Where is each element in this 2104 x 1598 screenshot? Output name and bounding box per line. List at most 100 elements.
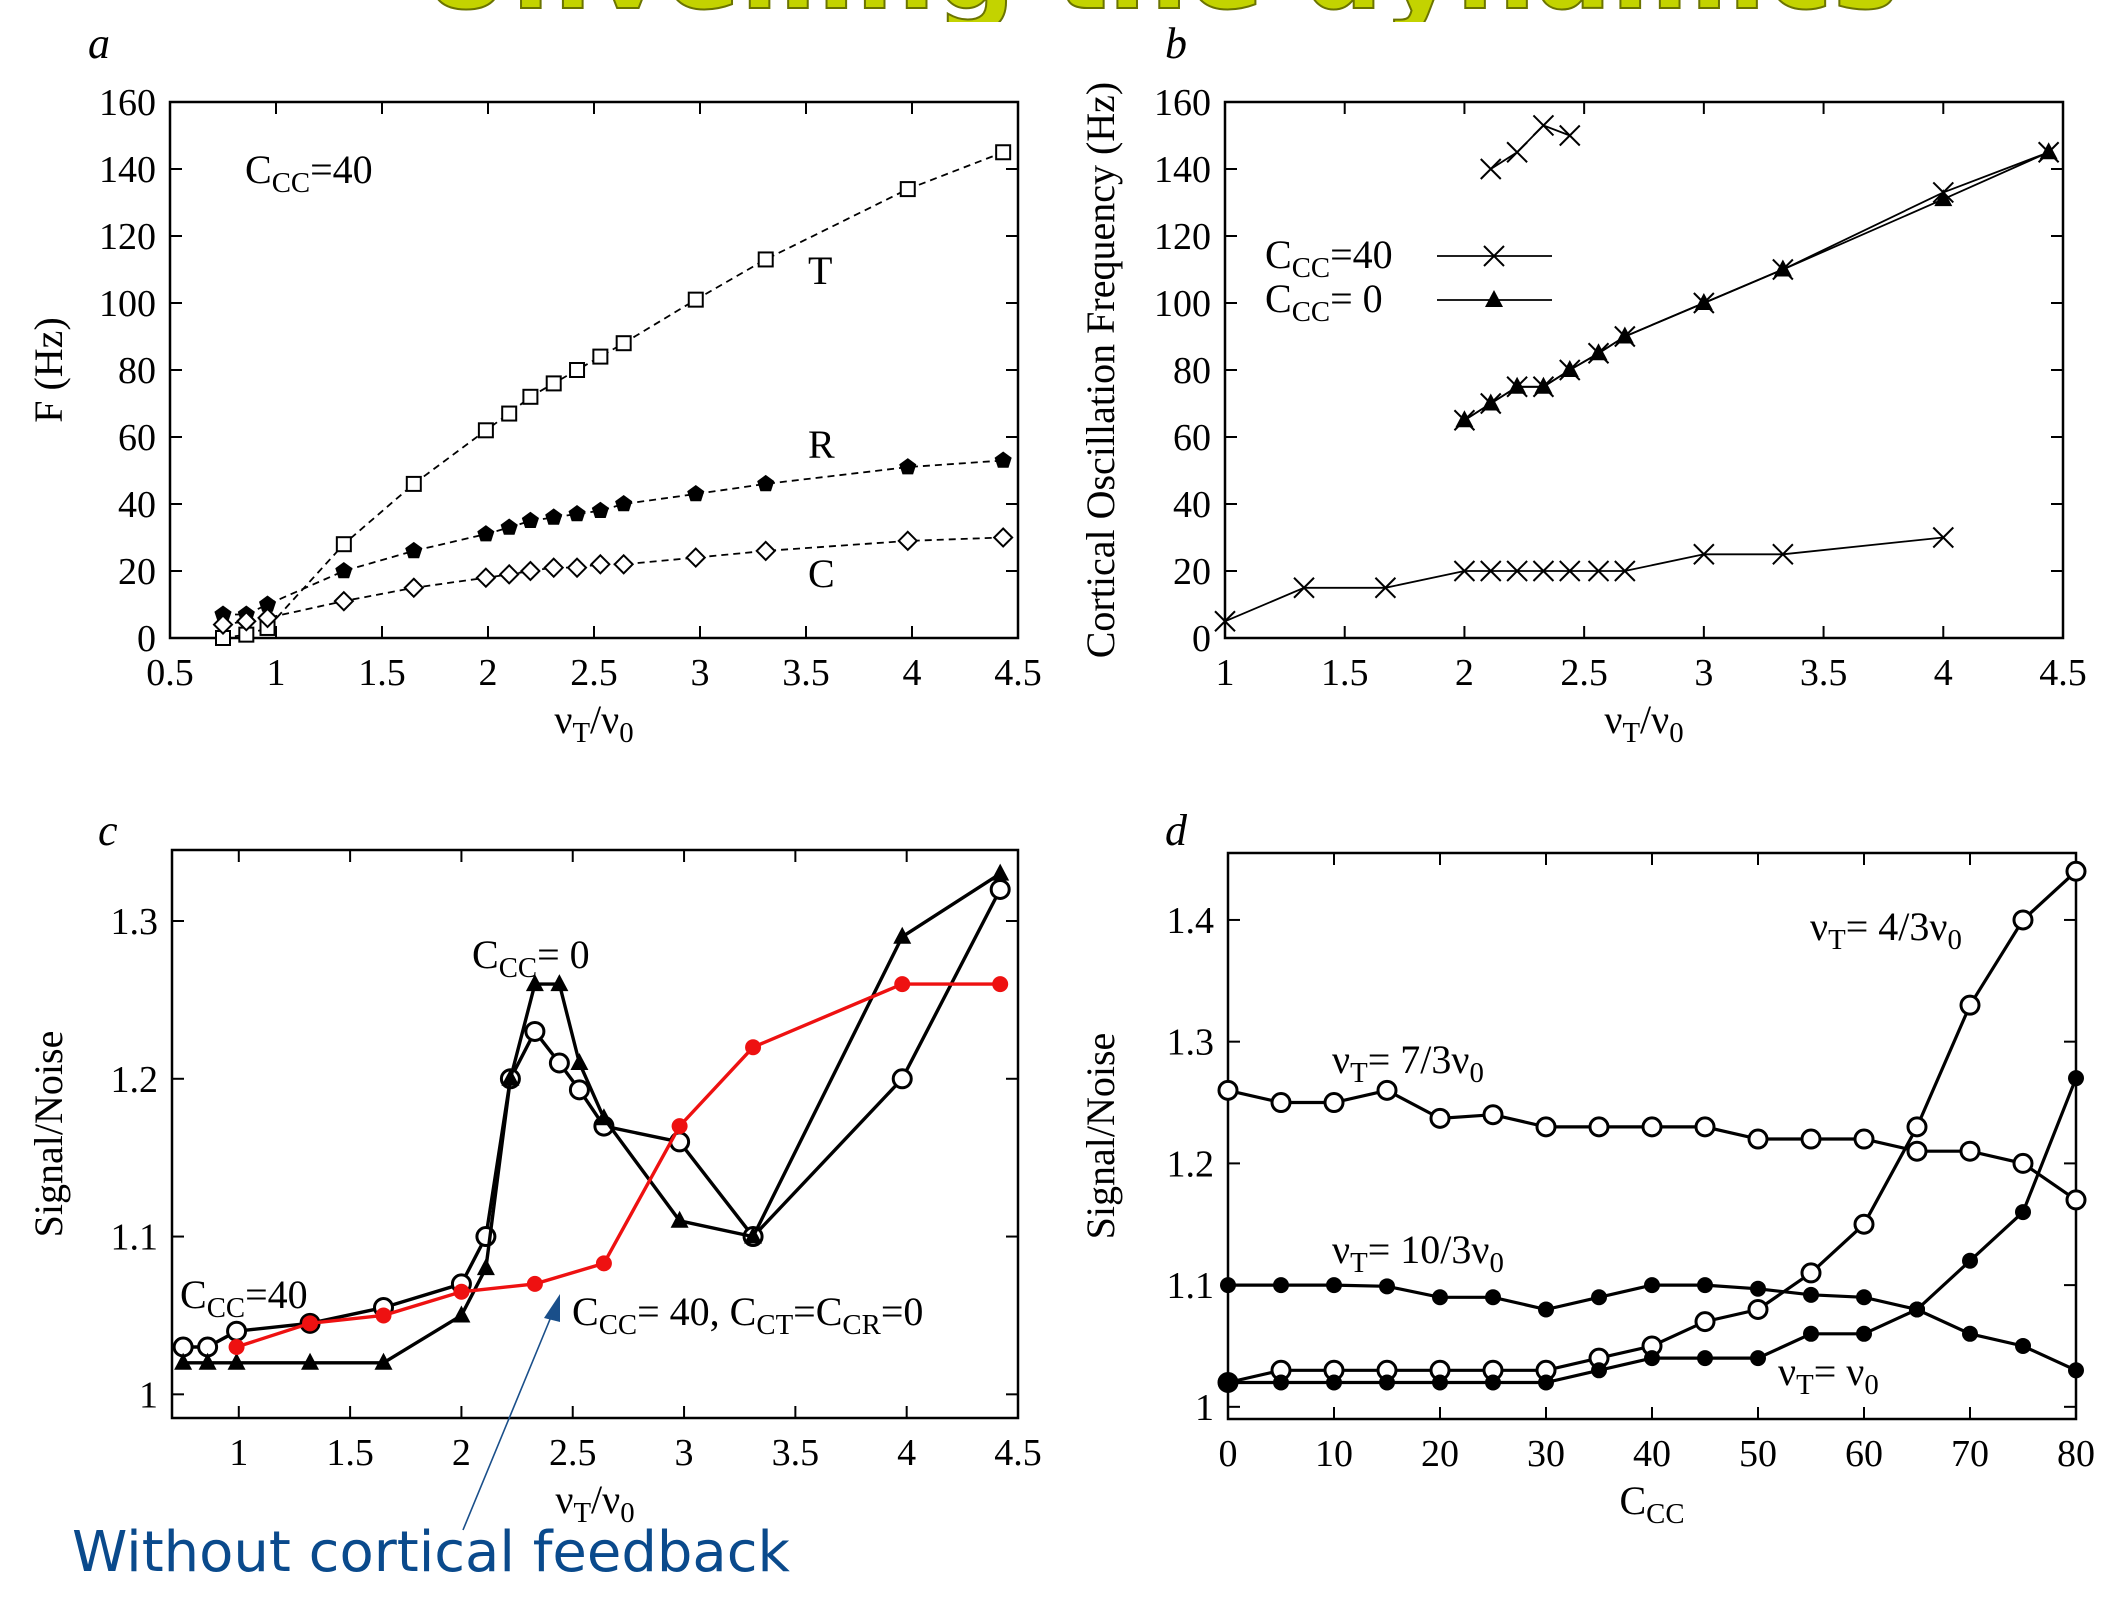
series-label-t-4-3-0: νT= 4/3ν0 [1810, 904, 1962, 956]
data-point [671, 1118, 688, 1135]
annotation-ccc-40-cct-ccr-0: CCC= 40, CCT=CCR=0 [572, 1289, 923, 1341]
y-axis-label: Signal/Noise [1078, 1033, 1123, 1240]
data-point [498, 563, 520, 585]
x-tick-label: 4 [903, 652, 922, 694]
data-point [2068, 1070, 2084, 1087]
data-point [568, 1079, 590, 1101]
data-point [757, 474, 775, 492]
data-point [2012, 909, 2034, 931]
data-point [235, 610, 257, 632]
panel-letter: c [98, 806, 118, 855]
data-point [335, 536, 352, 553]
data-point [1273, 1374, 1289, 1391]
panel-b: 1 1.5 2 2.5 3 3.5 4 4.5 0 20 40 60 80 100 120 140 160 b νT… [1078, 19, 2087, 749]
data-point [403, 577, 425, 599]
data-point [1906, 1140, 1928, 1162]
data-point [589, 553, 611, 575]
y-tick-label: 60 [1173, 417, 1211, 459]
data-point [592, 348, 609, 365]
y-tick-label: 0 [137, 618, 156, 660]
x-tick-label: 4 [1934, 652, 1953, 694]
x-tick-label: 20 [1421, 1433, 1459, 1475]
series-line [1463, 151, 2049, 422]
data-point [1532, 560, 1555, 582]
x-tick-label: 3 [691, 652, 710, 694]
series-t-10-3-0 [1220, 1277, 2084, 1379]
data-point [226, 1320, 248, 1342]
series-line [183, 888, 1002, 1349]
series-ccc-0 [1455, 142, 2058, 428]
x-tick-label: 3.5 [1800, 652, 1848, 694]
data-point [1962, 1325, 1978, 1342]
data-point [891, 1068, 913, 1090]
series-ccc-40-cct-ccr-0 [228, 976, 1009, 1355]
x-tick-label: 4.5 [2039, 652, 2087, 694]
data-point [1532, 114, 1555, 137]
data-point [566, 557, 588, 579]
data-point [992, 527, 1014, 548]
feedback-arrow [462, 1294, 560, 1531]
data-point [1694, 1311, 1716, 1333]
data-point [1853, 1128, 1875, 1150]
y-tick-label: 60 [118, 417, 156, 459]
data-point [1932, 526, 1954, 549]
data-point [570, 1053, 589, 1070]
data-point [521, 511, 539, 528]
data-point [228, 1339, 245, 1355]
data-point [989, 878, 1011, 900]
y-tick-label: 1.4 [1167, 900, 1215, 942]
data-point [1614, 560, 1636, 582]
data-point [2065, 860, 2087, 882]
data-point [501, 405, 518, 422]
y-tick-label: 160 [1154, 82, 1211, 124]
data-point [214, 605, 232, 622]
data-point [1429, 1107, 1451, 1129]
x-tick-label: 1.5 [326, 1432, 374, 1474]
data-point [174, 1352, 193, 1370]
x-tick-label: 1.5 [1321, 652, 1369, 694]
data-point [2015, 1204, 2031, 1221]
data-point [994, 451, 1012, 468]
data-point [685, 547, 707, 569]
y-tick-label: 100 [1154, 283, 1211, 325]
data-point [1934, 189, 1953, 207]
y-axis-label: F (Hz) [26, 317, 71, 423]
data-point [501, 1068, 520, 1086]
y-tick-label: 80 [118, 350, 156, 392]
panel-d: 0 10 20 30 40 50 60 70 80 1 1.1 1.2 1.3 1.4 d CCC Signal… [1078, 806, 2095, 1530]
data-point [897, 530, 919, 552]
x-tick-label: 1 [267, 652, 286, 694]
annotation-ccc-40: CCC=40 [245, 147, 373, 199]
series-line [1224, 536, 1944, 623]
data-point [333, 590, 355, 612]
data-point [1803, 1286, 1819, 1303]
y-tick-label: 1.2 [111, 1059, 159, 1101]
data-point [477, 525, 495, 542]
data-point [1480, 158, 1502, 180]
data-point [1644, 1350, 1660, 1367]
data-point [375, 1307, 392, 1324]
x-tick-label: 1.5 [358, 652, 406, 694]
y-tick-label: 80 [1173, 350, 1211, 392]
data-point [568, 505, 586, 522]
series-c [212, 527, 1014, 636]
data-point [519, 560, 541, 582]
x-tick-label: 3 [1694, 652, 1713, 694]
data-point [1591, 1362, 1607, 1379]
data-point [1453, 560, 1476, 582]
data-point [1800, 1128, 1822, 1150]
data-point [1326, 1277, 1342, 1294]
legend-label: CCC= 0 [1265, 276, 1383, 328]
data-point [1853, 1213, 1875, 1235]
y-tick-label: 1.1 [111, 1217, 159, 1259]
data-point [374, 1352, 393, 1370]
data-point [1909, 1301, 1925, 1318]
data-point [335, 562, 353, 579]
series-t [215, 144, 1012, 646]
series-t-4-3-0 [1217, 860, 2087, 1393]
data-point [1747, 1128, 1769, 1150]
legend-marker [1485, 290, 1503, 307]
data-point [992, 976, 1009, 993]
data-point [1773, 259, 1792, 277]
